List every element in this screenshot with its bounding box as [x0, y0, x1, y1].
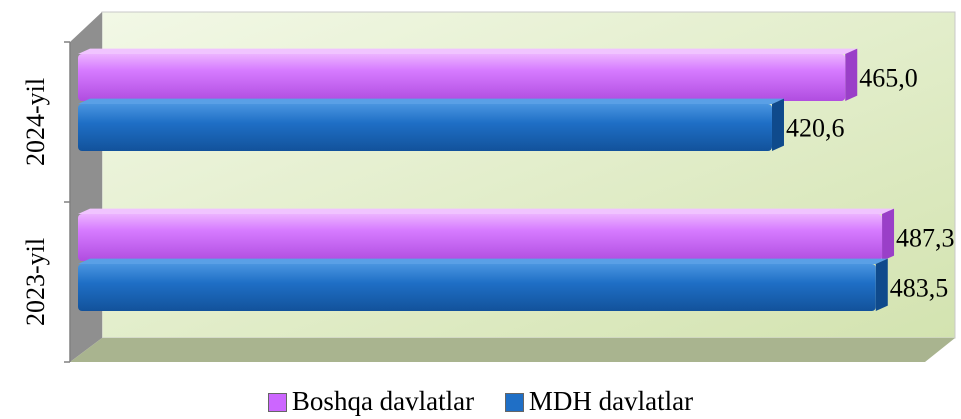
bar-boshqa-2024-yil [78, 48, 858, 101]
value-label-mdh-2024-yil: 420,6 [786, 114, 845, 143]
legend-item-mdh: MDH davlatlar [504, 386, 694, 417]
category-label-2023-yil: 2023-yil [21, 238, 50, 326]
bar-chart: 487,3 483,5 465,0 420,6 2023-yil 2024-yil [21, 11, 956, 363]
value-label-boshqa-2023-yil: 487,3 [896, 224, 955, 253]
chart-floor [70, 338, 955, 362]
bar-mdh-2023-yil [78, 258, 888, 311]
bar-mdh-2024-yil [78, 98, 784, 151]
category-label-2024-yil: 2024-yil [21, 78, 50, 166]
legend-label-mdh: MDH davlatlar [528, 386, 694, 416]
legend-item-boshqa: Boshqa davlatlar [267, 386, 475, 417]
legend-swatch-boshqa [267, 393, 287, 412]
legend-swatch-mdh [504, 393, 524, 412]
legend-label-boshqa: Boshqa davlatlar [291, 386, 475, 416]
chart-legend: Boshqa davlatlar MDH davlatlar [0, 386, 961, 417]
bar-boshqa-2023-yil [78, 208, 895, 261]
value-label-mdh-2023-yil: 483,5 [890, 274, 949, 303]
value-label-boshqa-2024-yil: 465,0 [859, 64, 918, 93]
